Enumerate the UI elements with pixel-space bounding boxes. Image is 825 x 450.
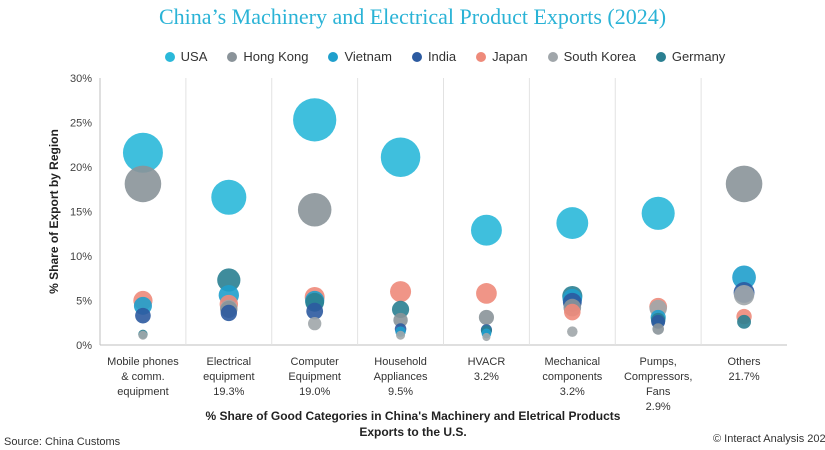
x-tick-label: 21.7% (728, 371, 759, 383)
data-point-usa (211, 179, 247, 215)
x-tick-label: 2.9% (646, 401, 671, 413)
data-point-japan (390, 281, 412, 303)
x-tick-label: Fans (646, 386, 671, 398)
x-tick-label: Appliances (374, 371, 428, 383)
legend-label: Vietnam (344, 49, 392, 64)
legend-marker (164, 51, 175, 62)
x-tick-label: HVACR (468, 356, 506, 368)
y-axis-title: % Share of Export by Region (47, 129, 61, 294)
legend-item: Hong Kong (227, 49, 308, 64)
data-point-usa (641, 196, 675, 230)
data-point-usa (380, 137, 421, 177)
data-point-germany (391, 300, 410, 318)
x-tick-label: Mechanical (544, 356, 600, 368)
legend-marker (476, 51, 487, 62)
x-tick-label: Computer (291, 356, 340, 368)
data-point-south-korea (308, 316, 322, 331)
x-tick-label: Others (728, 356, 762, 368)
x-tick-label: & comm. (121, 371, 164, 383)
data-point-usa (556, 207, 589, 239)
legend-item: South Korea (547, 49, 636, 64)
y-tick-label: 0% (76, 340, 92, 352)
copyright-note: © Interact Analysis 2024 (713, 433, 825, 445)
y-tick-label: 30% (70, 73, 92, 85)
legend-label: South Korea (563, 49, 636, 64)
legend-item: Germany (655, 49, 726, 64)
data-point-usa (122, 132, 163, 173)
x-tick-label: Compressors, (624, 371, 692, 383)
data-point-germany (737, 314, 751, 329)
legend-marker (547, 51, 558, 62)
legend-marker (328, 51, 339, 62)
data-point-india (306, 302, 324, 320)
data-point-south-korea (138, 330, 148, 340)
x-tick-label: Electrical (207, 356, 252, 368)
data-point-india (135, 307, 151, 324)
y-tick-label: 15% (70, 207, 92, 219)
data-point-hong-kong (478, 309, 495, 325)
data-point-south-korea (396, 330, 406, 340)
data-point-hong-kong (124, 165, 162, 203)
data-point-india (220, 304, 237, 322)
data-point-germany (217, 268, 241, 292)
data-point-hong-kong (297, 192, 332, 227)
x-tick-label: Equipment (288, 371, 341, 383)
source-note: Source: China Customs (4, 436, 121, 448)
legend-marker (411, 51, 422, 62)
x-tick-label: Household (374, 356, 427, 368)
x-tick-label: components (542, 371, 602, 383)
legend-item: Vietnam (328, 49, 392, 64)
legend-marker (227, 51, 238, 62)
x-tick-label: 3.2% (474, 371, 499, 383)
x-tick-label: equipment (203, 371, 254, 383)
legend-item: Japan (476, 49, 528, 64)
legend-label: Germany (671, 49, 726, 64)
y-tick-label: 5% (76, 296, 92, 308)
x-tick-label: 19.3% (213, 386, 244, 398)
chart-title: China’s Machinery and Electrical Product… (158, 4, 667, 29)
data-point-hong-kong (393, 312, 408, 328)
y-tick-label: 25% (70, 118, 92, 130)
x-axis-title: % Share of Good Categories in China's Ma… (206, 409, 621, 439)
data-point-japan (564, 303, 581, 321)
legend-marker (655, 51, 666, 62)
legend-item: USA (164, 49, 208, 64)
x-tick-label: Mobile phones (107, 356, 179, 368)
y-tick-label: 10% (70, 251, 92, 263)
legend-item: India (411, 49, 457, 64)
legend-label: Japan (492, 49, 528, 64)
data-point-south-korea (567, 326, 578, 337)
data-point-vietnam (732, 265, 756, 290)
x-tick-label: 9.5% (388, 386, 413, 398)
data-point-hong-kong (725, 165, 763, 203)
data-point-usa (470, 214, 502, 246)
legend-label: India (427, 49, 457, 64)
y-tick-label: 20% (70, 162, 92, 174)
legend-label: USA (180, 49, 208, 64)
x-tick-label: 3.2% (560, 386, 585, 398)
legend-label: Hong Kong (243, 49, 309, 64)
data-point-south-korea (733, 284, 755, 306)
legend: USA Hong Kong Vietnam India Japan South Korea… (100, 49, 790, 64)
data-point-south-korea (482, 332, 491, 342)
data-point-usa (293, 98, 337, 142)
data-point-japan (476, 283, 497, 304)
data-point-hong-kong (652, 323, 664, 335)
x-tick-label: 19.0% (299, 386, 330, 398)
x-tick-label: Pumps, (640, 356, 677, 368)
x-tick-label: equipment (117, 386, 168, 398)
